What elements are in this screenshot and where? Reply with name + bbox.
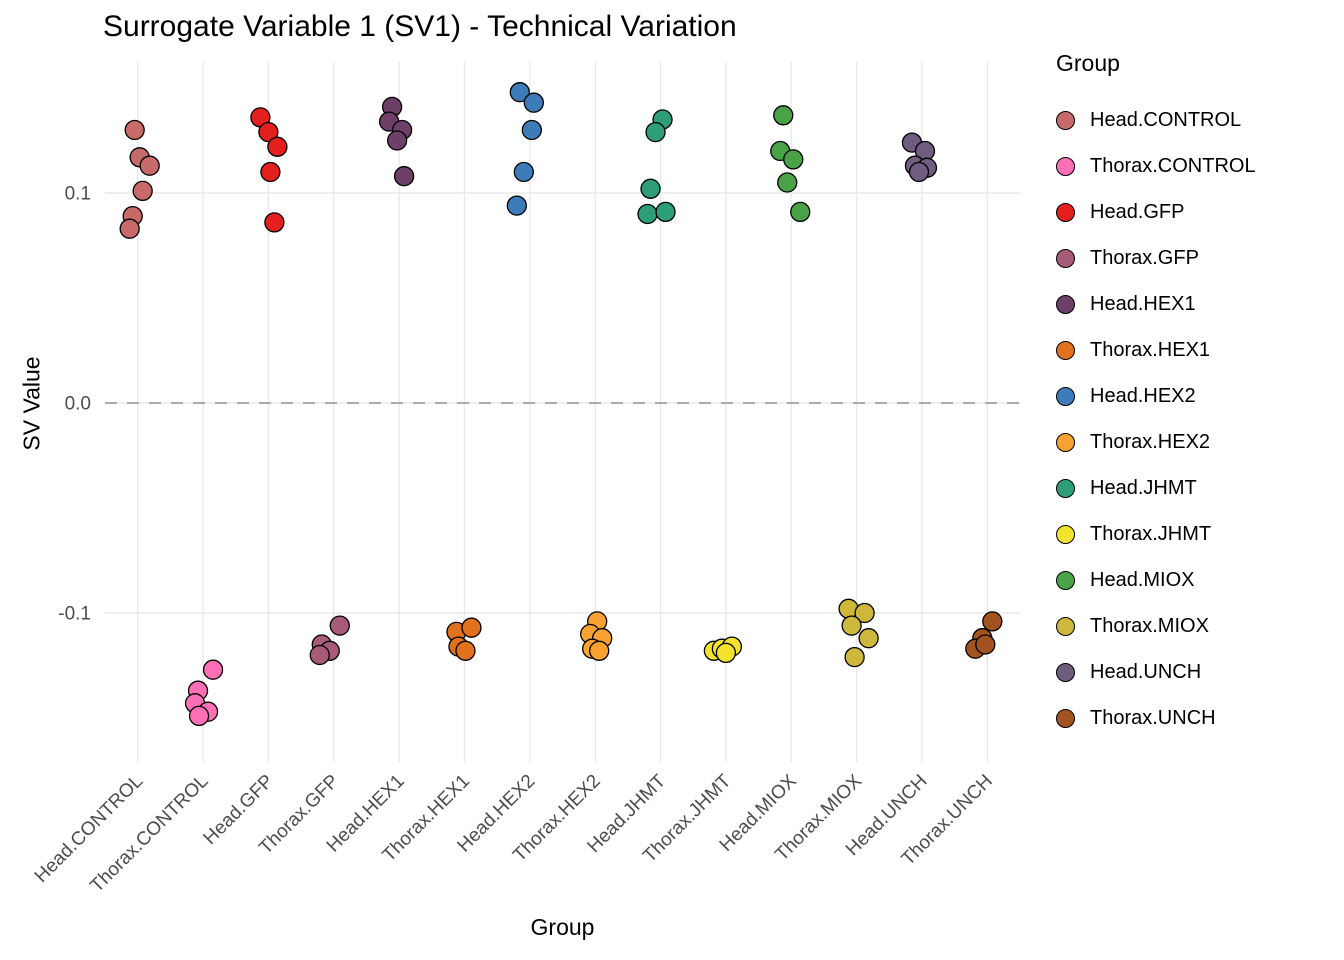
data-point [858,628,879,649]
legend-item: Thorax.CONTROL [1056,143,1256,189]
legend-swatch-icon [1056,386,1075,406]
legend-swatch-icon [1056,156,1075,176]
legend-swatch-icon [1056,616,1075,636]
data-point [258,121,279,143]
legend-item: Head.UNCH [1056,649,1256,695]
x-axis-title: Group [530,914,595,940]
legend-item-label: Head.MIOX [1090,568,1195,591]
legend-swatch-icon [1056,110,1075,130]
data-point [513,161,534,183]
legend-swatch-icon [1056,340,1075,360]
legend-swatch-icon [1056,524,1075,544]
legend-item-label: Head.GFP [1090,200,1185,223]
legend-item: Thorax.JHMT [1056,511,1256,557]
legend-item: Head.HEX1 [1056,281,1256,327]
legend-item: Thorax.HEX2 [1056,419,1256,465]
chart-title: Surrogate Variable 1 (SV1) - Technical V… [103,10,737,43]
legend-item-label: Head.JHMT [1090,476,1197,499]
data-point [523,92,544,113]
legend-swatch-icon [1056,478,1075,498]
data-point [506,195,527,216]
legend-item-label: Thorax.HEX2 [1090,430,1211,453]
data-point [455,640,476,661]
data-point [202,659,224,680]
data-point [715,642,737,664]
data-point [188,705,210,727]
x-tick-label: Head.CONTROL [31,771,147,887]
legend-item-label: Head.UNCH [1090,660,1202,683]
data-point [386,130,408,151]
legend-item-label: Thorax.HEX1 [1090,338,1211,361]
legend-item-label: Thorax.CONTROL [1090,154,1256,177]
legend-swatch-icon [1056,432,1075,452]
legend-item-label: Head.CONTROL [1090,108,1242,131]
y-tick-label: 0.1 [65,184,91,205]
data-point [264,212,285,233]
data-point [132,180,153,202]
data-point [329,615,350,636]
x-tick-label: Thorax.CONTROL [86,771,212,897]
data-point [854,602,875,624]
data-point [982,611,1003,632]
data-point [655,201,676,223]
data-point [309,644,330,666]
data-point [461,617,482,638]
data-point [521,119,542,141]
y-tick-label: 0.0 [65,394,91,415]
legend-item: Thorax.UNCH [1056,695,1256,741]
data-point [777,172,798,193]
data-point [119,218,140,239]
data-point [975,634,996,655]
legend-item-label: Thorax.GFP [1090,246,1199,269]
data-point [124,119,145,141]
data-point [645,121,666,143]
data-point [589,640,610,661]
y-tick-label: -0.1 [58,604,91,625]
data-point [844,646,865,668]
legend-swatch-icon [1056,570,1075,590]
data-point [260,161,281,183]
legend-item: Thorax.MIOX [1056,603,1256,649]
data-point [790,201,811,223]
data-point [267,136,288,157]
data-point [637,203,658,225]
data-point [783,149,804,170]
legend-item: Head.CONTROL [1056,97,1256,143]
legend-swatch-icon [1056,294,1075,314]
data-point [640,178,661,199]
legend-item: Thorax.GFP [1056,235,1256,281]
legend-swatch-icon [1056,662,1075,682]
legend-item: Head.MIOX [1056,557,1256,603]
legend-item-label: Thorax.MIOX [1090,614,1209,637]
legend-item-label: Thorax.JHMT [1090,522,1212,545]
data-point [139,155,160,176]
data-point [393,166,415,187]
legend-item-label: Head.HEX1 [1090,292,1196,315]
data-point [908,161,930,183]
data-point [509,82,530,103]
data-point [841,615,862,636]
legend: Group Head.CONTROL Thorax.CONTROL Head.GFP… [1056,50,1256,741]
legend-swatch-icon [1056,202,1075,222]
legend-item: Thorax.HEX1 [1056,327,1256,373]
legend-item: Head.GFP [1056,189,1256,235]
legend-items: Head.CONTROL Thorax.CONTROL Head.GFP Thorax… [1056,97,1256,741]
legend-title: Group [1056,50,1120,76]
data-point [773,105,794,126]
legend-item-label: Head.HEX2 [1090,384,1196,407]
legend-item-label: Thorax.UNCH [1090,706,1216,729]
legend-item: Head.HEX2 [1056,373,1256,419]
legend-item: Head.JHMT [1056,465,1256,511]
legend-swatch-icon [1056,248,1075,268]
legend-swatch-icon [1056,708,1075,728]
